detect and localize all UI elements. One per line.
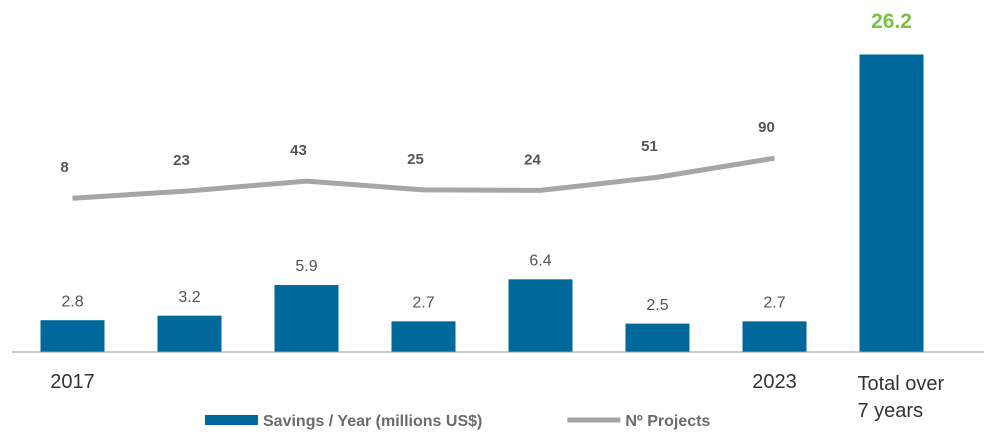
line-value-label: 51 <box>641 138 658 155</box>
line-value-label: 24 <box>524 151 541 168</box>
bar-value-label: 2.8 <box>61 293 83 310</box>
bar <box>859 54 924 352</box>
bar <box>157 315 222 352</box>
line <box>72 155 775 201</box>
bar-value-label: 2.7 <box>763 295 785 312</box>
bar-value-label: 6.4 <box>529 253 551 270</box>
bar <box>742 321 807 352</box>
bar <box>625 323 690 352</box>
line-value-label: 43 <box>290 142 307 159</box>
bar-value-label: 3.2 <box>178 289 200 306</box>
legend-label: Nº Projects <box>625 413 710 430</box>
bar-value-label: 2.7 <box>412 295 434 312</box>
line-value-label: 25 <box>407 151 424 168</box>
bar-value-label: 2.5 <box>646 297 668 314</box>
bar <box>508 279 573 352</box>
x-tick-label: Total over 7 years <box>857 373 945 422</box>
line-value-label: 90 <box>758 119 775 136</box>
x-tick-label: 2023 <box>752 371 797 393</box>
x-tick-label: 2017 <box>50 371 95 393</box>
bar <box>391 321 456 352</box>
bar <box>40 320 105 352</box>
line-value-label: 23 <box>173 152 190 169</box>
legend-swatch <box>205 415 258 425</box>
bar-value-label: 26.2 <box>871 10 912 33</box>
bar <box>274 285 339 352</box>
bar-value-label: 5.9 <box>295 258 317 275</box>
line-value-label: 8 <box>60 159 68 176</box>
legend-label: Savings / Year (millions US$) <box>263 413 482 430</box>
